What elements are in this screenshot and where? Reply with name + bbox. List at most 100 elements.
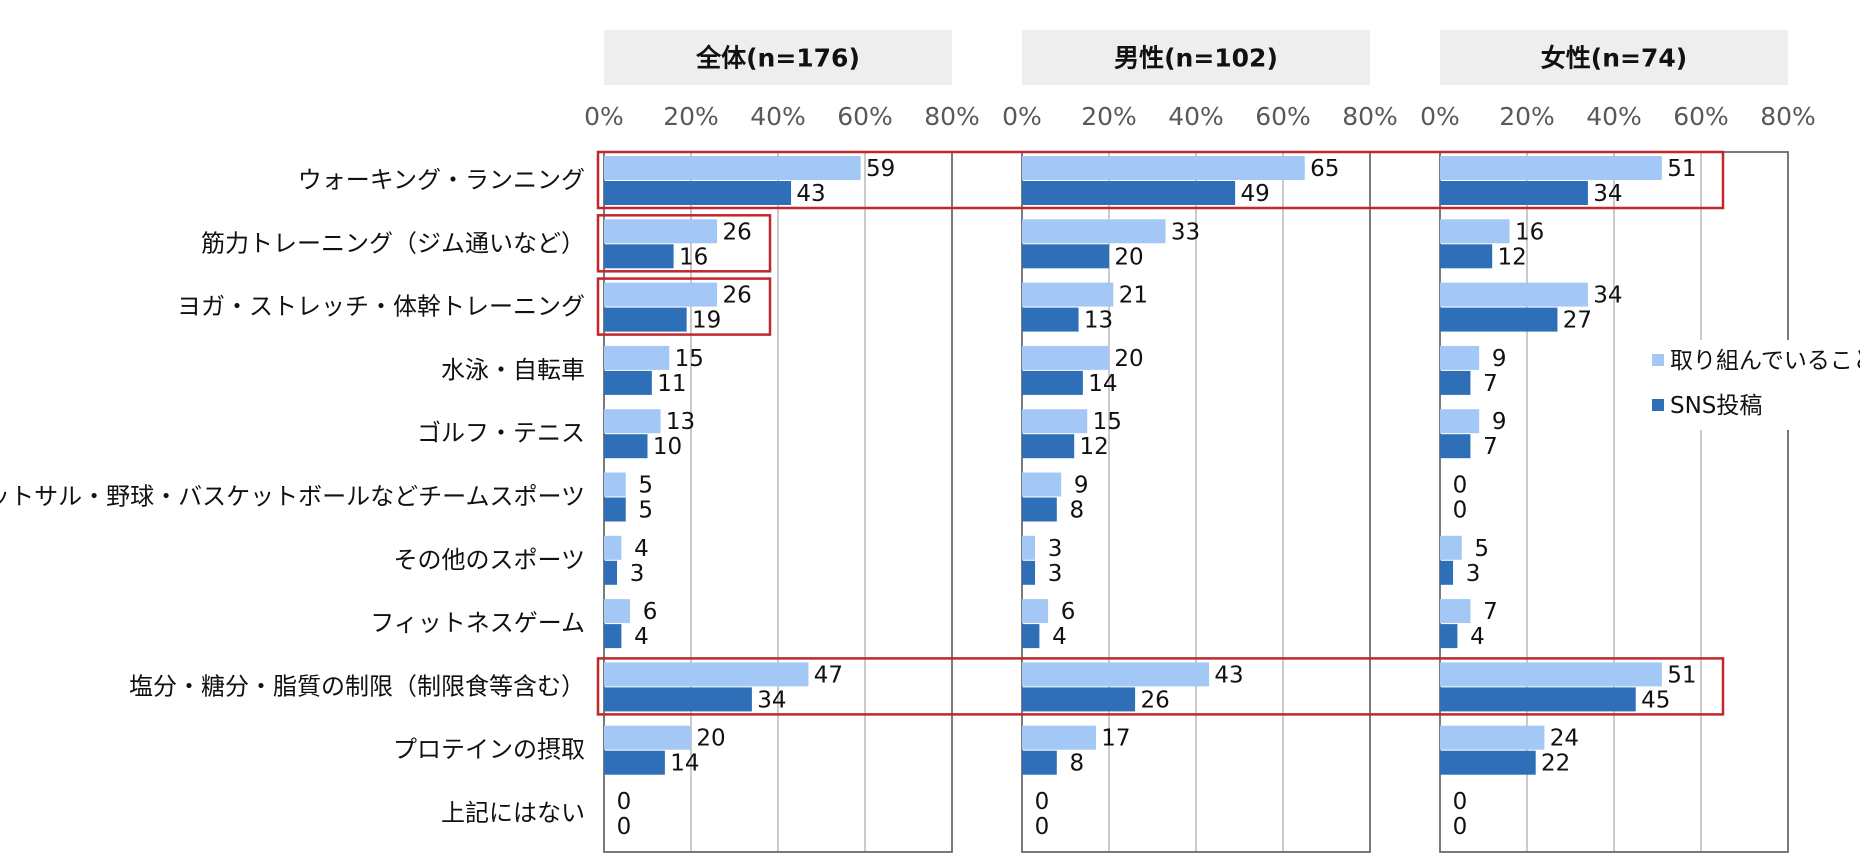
data-label: 0: [1453, 498, 1468, 524]
x-tick-label: 0%: [1420, 102, 1460, 131]
data-label: 15: [1093, 409, 1122, 435]
bar-sns: [1022, 244, 1109, 269]
bar-activity: [604, 599, 631, 624]
data-label: 20: [696, 726, 725, 752]
data-label: 3: [1048, 561, 1063, 587]
category-label: プロテインの摂取: [393, 736, 585, 764]
data-label: 12: [1498, 244, 1527, 270]
panel-title: 全体(n=176): [695, 44, 860, 73]
data-label: 45: [1641, 687, 1670, 713]
bar-sns: [604, 750, 665, 775]
legend-background: [1648, 340, 1858, 430]
data-label: 49: [1241, 181, 1270, 207]
x-tick-label: 60%: [837, 102, 893, 131]
data-label: 43: [796, 181, 825, 207]
bar-sns: [1022, 624, 1040, 649]
data-label: 9: [1492, 409, 1507, 435]
bar-activity: [1440, 535, 1462, 560]
bar-activity: [604, 535, 622, 560]
bar-activity: [1440, 345, 1480, 370]
bar-sns: [604, 687, 752, 712]
data-label: 7: [1483, 599, 1498, 625]
highlight-box: [596, 277, 772, 336]
data-label: 27: [1563, 308, 1592, 334]
data-label: 9: [1074, 473, 1089, 499]
panel-3: 女性(n=74)0% 20% 40% 60% 80%513416123427979700…: [1420, 30, 1816, 853]
bar-activity: [1022, 156, 1305, 180]
category-label: ウォーキング・ランニング: [298, 166, 585, 194]
legend-label: SNS投稿: [1670, 393, 1762, 419]
data-label: 4: [634, 536, 649, 562]
category-label: その他のスポーツ: [393, 546, 585, 574]
bar-sns: [1440, 687, 1636, 712]
bar-sns: [1022, 307, 1079, 332]
bar-activity: [1022, 725, 1096, 750]
data-label: 0: [1453, 473, 1468, 499]
data-label: 19: [692, 308, 721, 334]
highlight-box: [596, 657, 1725, 716]
bar-activity: [1022, 409, 1088, 434]
data-label: 13: [666, 409, 695, 435]
legend-swatch: [1652, 354, 1664, 366]
x-tick-label: 80%: [924, 102, 980, 131]
data-label: 33: [1171, 219, 1200, 245]
bar-sns: [1440, 244, 1493, 269]
data-label: 3: [1466, 561, 1481, 587]
category-label: ゴルフ・テニス: [417, 419, 585, 447]
data-label: 4: [1470, 624, 1485, 650]
bar-sns: [1440, 434, 1471, 459]
x-tick-label: 80%: [1760, 102, 1816, 131]
data-label: 6: [1061, 599, 1076, 625]
panel-title: 女性(n=74): [1541, 44, 1687, 73]
data-label: 51: [1667, 662, 1696, 688]
panel-title-box: [604, 30, 952, 85]
bar-sns: [1440, 624, 1458, 649]
x-tick-label: 40%: [1168, 102, 1224, 131]
data-label: 3: [630, 561, 645, 587]
bar-activity: [1022, 345, 1109, 370]
data-label: 0: [1453, 814, 1468, 840]
bar-activity: [604, 156, 861, 180]
data-label: 20: [1114, 244, 1143, 270]
bar-sns: [1022, 497, 1057, 522]
bar-activity: [1440, 662, 1662, 687]
legend: 取り組んでいること SNS投稿: [1648, 340, 1860, 430]
bar-activity: [1440, 409, 1480, 434]
bar-sns: [604, 434, 648, 459]
data-label: 5: [1474, 536, 1489, 562]
data-label: 34: [757, 687, 786, 713]
category-label: フィットネスゲーム: [370, 609, 585, 637]
data-label: 0: [617, 789, 632, 815]
data-label: 7: [1483, 434, 1498, 460]
bar-sns: [604, 497, 626, 522]
panel-title-box: [1440, 30, 1788, 85]
data-label: 13: [1084, 308, 1113, 334]
bar-sns: [604, 624, 622, 649]
data-label: 34: [1593, 283, 1622, 309]
bar-activity: [1440, 156, 1662, 180]
data-label: 15: [675, 346, 704, 372]
bar-sns: [1440, 370, 1471, 395]
x-tick-label: 0%: [584, 102, 624, 131]
data-label: 4: [1052, 624, 1067, 650]
category-label: 筋力トレーニング（ジム通いなど）: [201, 229, 585, 257]
data-label: 8: [1069, 498, 1084, 524]
data-label: 11: [657, 371, 686, 397]
panel-2: 男性(n=102)0% 20% 40% 60% 80%65493320211320141…: [1002, 30, 1398, 853]
data-label: 22: [1541, 751, 1570, 777]
bar-sns: [1022, 750, 1057, 775]
data-label: 8: [1069, 751, 1084, 777]
bar-activity: [604, 662, 809, 687]
bar-sns: [1022, 434, 1075, 459]
bar-activity: [604, 345, 670, 370]
bar-activity: [1440, 219, 1510, 244]
bar-activity: [1022, 472, 1062, 497]
x-tick-label: 20%: [663, 102, 719, 131]
legend-label: 取り組んでいること: [1670, 348, 1860, 374]
bar-activity: [1022, 599, 1049, 624]
data-label: 20: [1114, 346, 1143, 372]
data-label: 16: [1515, 219, 1544, 245]
data-label: 43: [1214, 662, 1243, 688]
bar-sns: [1022, 181, 1236, 205]
